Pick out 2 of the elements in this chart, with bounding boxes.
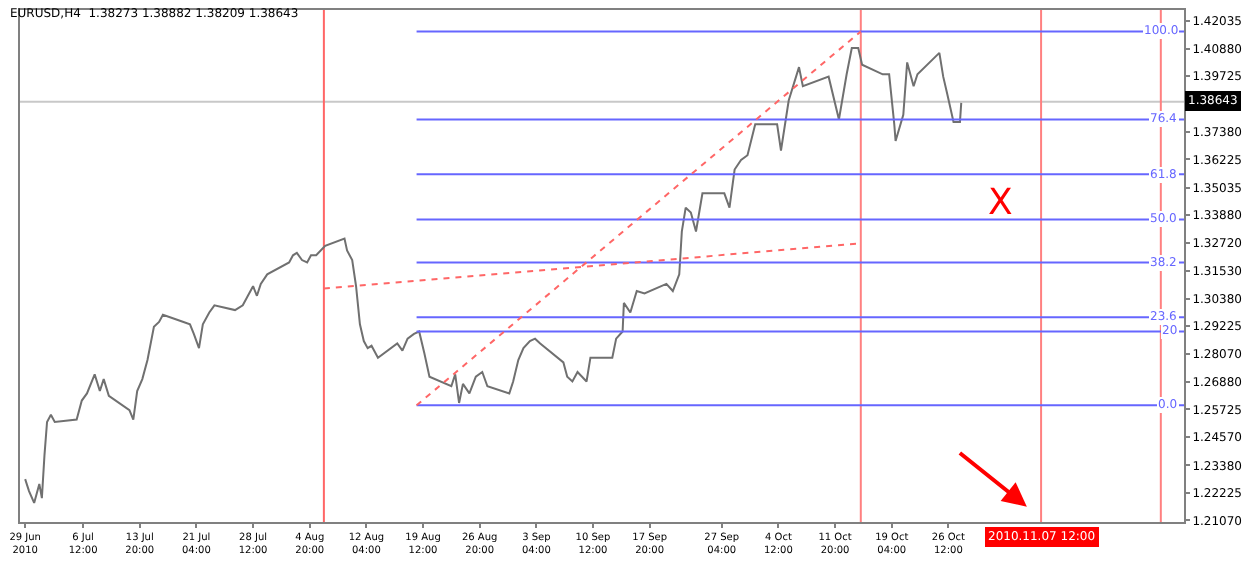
line-series (24, 47, 963, 504)
annotation: X (988, 182, 1013, 224)
